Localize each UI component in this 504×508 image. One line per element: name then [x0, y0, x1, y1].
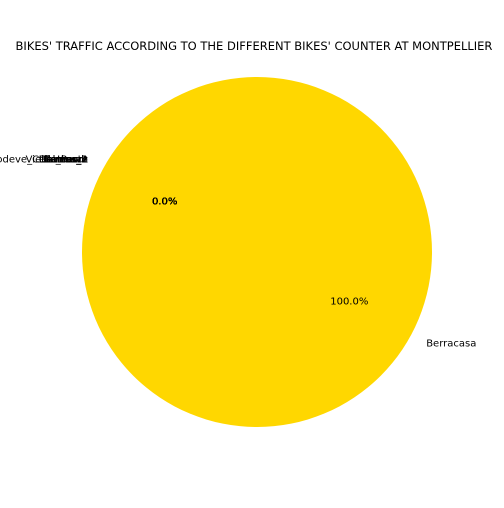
slice-percent-label: 0.0%	[152, 196, 177, 207]
slice-percent-label: 100.0%	[330, 297, 368, 308]
slice-percent-label: 0.0%	[152, 196, 177, 207]
slice-label: Vieille_Poste	[26, 155, 88, 166]
slice-percent-label: 0.0%	[152, 196, 177, 207]
pie-slice-labels: Berracasa Lodeve_CelleneuveTanneursVieill…	[0, 155, 476, 350]
slice-label: Lodeve_Celleneuve	[0, 155, 88, 166]
slice-label: Tanneurs	[42, 155, 88, 166]
slice-label: Laverune	[41, 155, 88, 166]
slice-percent-label: 0.0%	[152, 196, 177, 207]
slice-percent-label: 0.0%	[152, 196, 177, 207]
slice-percent-label: 0.0%	[152, 196, 177, 207]
slice-label: Delmas_2	[39, 155, 88, 166]
slice-percent-label: 0.0%	[152, 196, 177, 207]
pie-slice-berracasa	[82, 77, 432, 427]
slice-percent-label: 0.0%	[152, 196, 177, 207]
slice-percent-label: 0.0%	[152, 196, 177, 207]
chart-title: BIKES' TRAFFIC ACCORDING TO THE DIFFEREN…	[16, 39, 493, 53]
slice-label: Lattes_1	[46, 155, 88, 166]
slice-label: Berracasa	[426, 338, 476, 349]
slice-label: Delmas_1	[39, 155, 88, 166]
slice-label: Lattes_2	[46, 155, 88, 166]
pie-slices	[82, 77, 432, 427]
slice-label: Gerhardt	[43, 155, 88, 166]
pie-percent-labels: 100.0%0.0%0.0%0.0%0.0%0.0%0.0%0.0%0.0%0.…	[152, 196, 368, 307]
